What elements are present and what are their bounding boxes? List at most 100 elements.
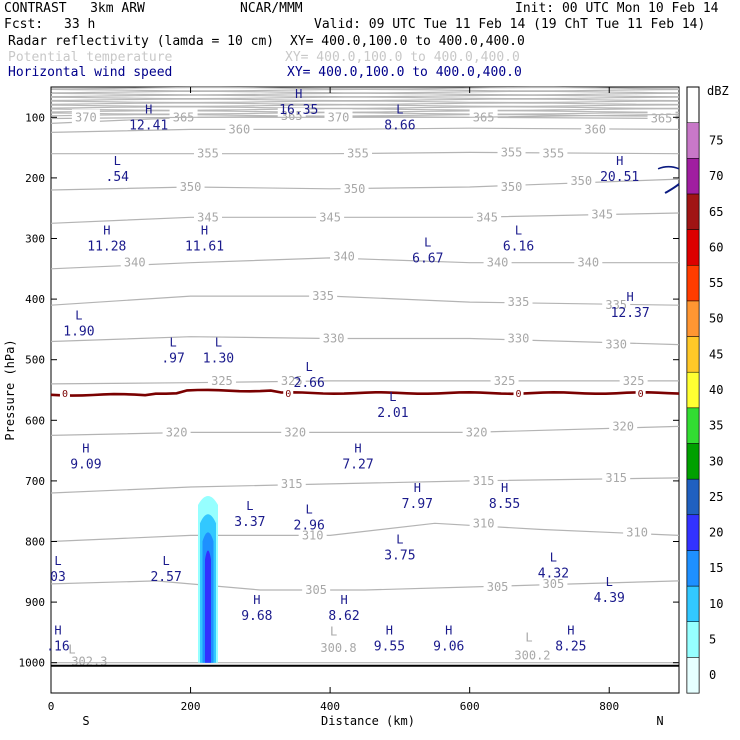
field-theta: Potential temperature [8,50,173,65]
zero-dbz-line [50,388,680,397]
colorbar-swatch [686,550,700,587]
theta-extremum-marker: L [68,643,75,657]
theta-label-320: 320 [284,425,306,439]
colorbar-label: 30 [709,454,723,468]
y-tick-label: 300 [25,233,45,246]
wind-extremum-marker: L [606,575,613,589]
wind-extremum-marker: L [54,554,61,568]
wind-extremum-marker: H [567,623,574,637]
theta-contour-350 [50,178,680,191]
theta-label-bg [602,297,631,312]
theta-label-350: 350 [344,182,366,196]
theta-label-340: 340 [577,256,599,270]
wind-extremum-marker: L [515,224,522,238]
theta-contour-upper [50,92,680,96]
wind-extremum-marker: H [145,102,152,116]
zero-dbz-label: 0 [515,389,521,400]
reflectivity-20dbz [205,550,211,663]
x-tick-label: 600 [460,700,480,713]
theta-label-bg [473,209,502,224]
x-tick-label: 800 [599,700,619,713]
theta-label-305: 305 [305,583,327,597]
y-tick-label: 400 [25,293,45,306]
theta-label-335: 335 [312,289,334,303]
zero-dbz-label: 0 [62,389,68,400]
wind-extremum-marker: H [295,87,302,101]
wind-extremum-marker: L [163,554,170,568]
x-tick-label: 400 [320,700,340,713]
colorbar-label: 65 [709,205,723,219]
theta-label-355: 355 [501,145,523,159]
wind-extremum-marker: L [169,336,176,350]
wind-extremum-value: 1.90 [63,324,94,339]
colorbar-label: 45 [709,347,723,361]
axes: 100 200 300 400 500 600 700 800 900 1000 0 200 400 60… [19,87,679,713]
field-reflectivity-xy: XY= 400.0,100.0 to 400.0,400.0 [290,34,525,49]
theta-label-340: 340 [487,256,509,270]
theta-extremum-value: 300.8 [320,641,356,655]
theta-label-310: 310 [302,528,324,542]
model-title: CONTRAST 3km ARW [4,1,145,16]
colorbar-swatch [686,229,700,266]
colorbar-label: 20 [709,526,723,540]
theta-label-345: 345 [476,210,498,224]
theta-label-345: 345 [591,207,613,221]
zero-dbz-label: 0 [285,389,291,400]
wind-extremum-value: 3.37 [234,515,265,530]
field-theta-xy: XY= 400.0,100.0 to 400.0,400.0 [285,50,520,65]
theta-label-340: 340 [333,250,355,264]
theta-label-bg [609,418,638,433]
colorbar-swatch [686,657,700,694]
theta-label-bg [340,180,369,195]
theta-contour-310 [50,522,680,543]
x-end-label-north: N [656,714,663,728]
wind-extremum-value: 7.27 [342,458,373,473]
colorbar-label: 0 [709,668,716,682]
wind-extremum-value: 6.67 [412,252,443,267]
theta-label-310: 310 [626,525,648,539]
theta-contour-upper [50,104,680,108]
field-wind: Horizontal wind speed [8,65,173,80]
fcst-value: 33 h [64,17,96,32]
wind-extremum-marker: L [550,551,557,565]
theta-label-350: 350 [570,174,592,188]
wind-extremum-marker: H [414,481,421,495]
theta-label-bg [194,145,222,160]
theta-label-bg [207,372,236,387]
wind-extremum-marker: L [306,502,313,516]
theta-label-bg [483,254,512,269]
y-axis-label: Pressure (hPa) [3,339,17,440]
theta-label-bg [330,248,359,263]
theta-label-bg [490,372,519,387]
theta-label-bg [281,424,310,439]
theta-label-320: 320 [166,425,188,439]
wind-extremum-value: 2.66 [294,376,325,391]
y-tick-label: 500 [25,354,45,367]
field-wind-xy: XY= 400.0,100.0 to 400.0,400.0 [287,65,522,80]
x-axis-label: Distance (km) [321,714,415,728]
wind-extremum-marker: L [114,154,121,168]
colorbar-label: 60 [709,240,723,254]
wind-extremum-value: 1.30 [203,352,234,367]
colorbar-swatch [686,158,700,195]
theta-label-bg [539,145,568,160]
wind-extremum-value: .16 [46,639,69,654]
theta-label-330: 330 [508,331,530,345]
colorbar-swatch [686,300,700,337]
wind-extremum-marker: H [201,224,208,238]
wind-extremum-marker: H [386,623,393,637]
wind-extremum-marker: H [354,442,361,456]
theta-label-bg [316,209,345,224]
wind-max-contour [664,183,680,194]
theta-label-320: 320 [466,425,488,439]
theta-label-bg [462,424,491,439]
annotations: L302.3L300.8L300.2H16.35H12.41L8.66L.54H… [46,87,649,669]
theta-label-bg [309,288,338,303]
colorbar-label: 25 [709,490,723,504]
theta-extremum-value: 300.2 [514,649,550,663]
wind-extremum-value: 12.37 [611,306,650,321]
colorbar-label: 55 [709,276,723,290]
wind-extremum-value: 6.16 [503,240,534,255]
wind-extremum-marker: L [306,360,313,374]
